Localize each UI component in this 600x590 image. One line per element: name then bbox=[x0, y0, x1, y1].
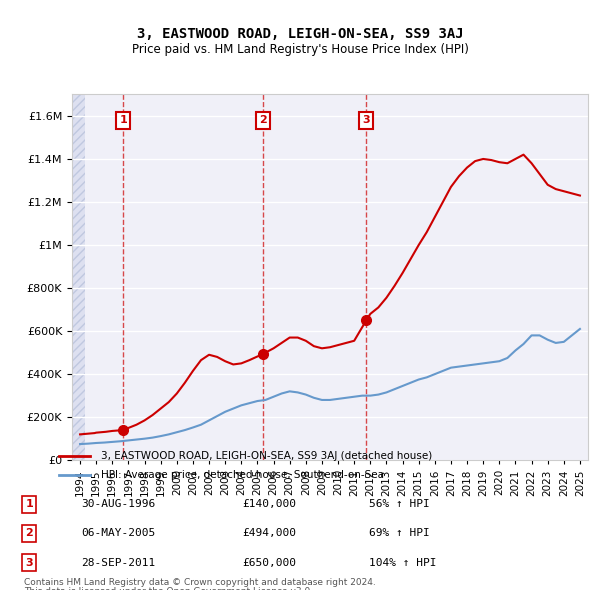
Text: This data is licensed under the Open Government Licence v3.0.: This data is licensed under the Open Gov… bbox=[24, 587, 313, 590]
Text: £494,000: £494,000 bbox=[242, 529, 296, 539]
Text: HPI: Average price, detached house, Southend-on-Sea: HPI: Average price, detached house, Sout… bbox=[101, 470, 384, 480]
Text: £650,000: £650,000 bbox=[242, 558, 296, 568]
Text: 3, EASTWOOD ROAD, LEIGH-ON-SEA, SS9 3AJ: 3, EASTWOOD ROAD, LEIGH-ON-SEA, SS9 3AJ bbox=[137, 27, 463, 41]
Text: 3: 3 bbox=[25, 558, 33, 568]
Text: Contains HM Land Registry data © Crown copyright and database right 2024.: Contains HM Land Registry data © Crown c… bbox=[24, 578, 376, 587]
Text: 2: 2 bbox=[25, 529, 33, 539]
Bar bbox=[72, 94, 85, 460]
Text: 30-AUG-1996: 30-AUG-1996 bbox=[81, 499, 155, 509]
Text: 1: 1 bbox=[119, 115, 127, 125]
Text: 06-MAY-2005: 06-MAY-2005 bbox=[81, 529, 155, 539]
Text: 3: 3 bbox=[362, 115, 370, 125]
Text: 28-SEP-2011: 28-SEP-2011 bbox=[81, 558, 155, 568]
Text: Price paid vs. HM Land Registry's House Price Index (HPI): Price paid vs. HM Land Registry's House … bbox=[131, 43, 469, 56]
Text: 104% ↑ HPI: 104% ↑ HPI bbox=[369, 558, 437, 568]
Text: 69% ↑ HPI: 69% ↑ HPI bbox=[369, 529, 430, 539]
Text: £140,000: £140,000 bbox=[242, 499, 296, 509]
Text: 56% ↑ HPI: 56% ↑ HPI bbox=[369, 499, 430, 509]
Text: 3, EASTWOOD ROAD, LEIGH-ON-SEA, SS9 3AJ (detached house): 3, EASTWOOD ROAD, LEIGH-ON-SEA, SS9 3AJ … bbox=[101, 451, 432, 461]
Text: 1: 1 bbox=[25, 499, 33, 509]
Text: 2: 2 bbox=[259, 115, 267, 125]
